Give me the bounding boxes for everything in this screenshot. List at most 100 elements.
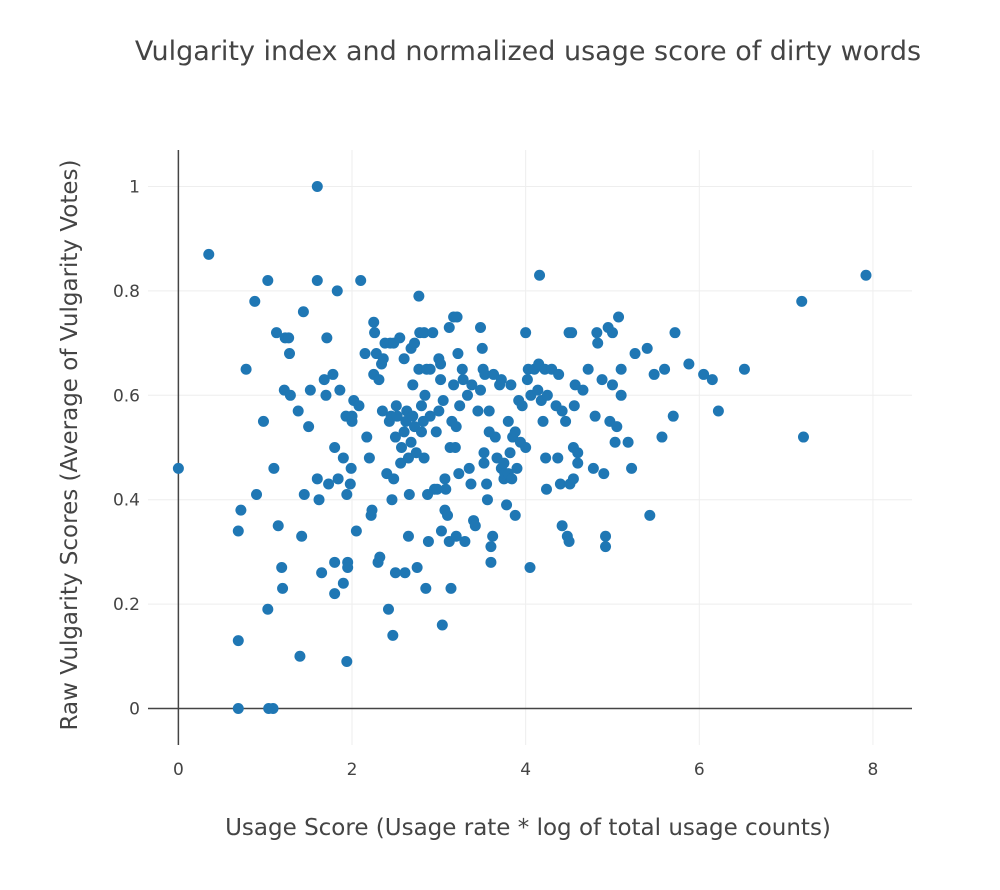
data-point <box>478 447 490 459</box>
data-point <box>337 577 349 589</box>
data-point <box>318 374 330 386</box>
data-point <box>520 327 532 339</box>
data-point <box>540 483 552 495</box>
data-point <box>294 650 306 662</box>
data-point <box>337 452 349 464</box>
data-point <box>329 442 341 453</box>
x-axis-title: Usage Score (Usage rate * log of total u… <box>225 815 831 841</box>
data-point <box>430 426 442 438</box>
data-point <box>418 327 430 339</box>
data-point <box>481 494 493 506</box>
data-point <box>172 462 184 474</box>
data-point <box>436 619 448 631</box>
data-point <box>396 442 408 453</box>
data-point <box>516 400 528 412</box>
data-point <box>313 494 325 506</box>
data-point <box>454 400 466 412</box>
data-point <box>433 405 445 417</box>
chart-title: Vulgarity index and normalized usage sco… <box>135 36 921 67</box>
data-point <box>304 384 316 396</box>
data-point <box>606 327 618 339</box>
data-point <box>592 337 604 349</box>
data-point <box>411 562 423 574</box>
data-point <box>297 306 309 318</box>
data-point <box>596 374 608 386</box>
data-point <box>341 655 353 667</box>
data-point <box>504 447 516 459</box>
data-point <box>353 400 365 412</box>
data-point <box>738 363 750 375</box>
data-point <box>373 374 385 386</box>
data-point <box>420 582 432 594</box>
data-point <box>203 248 215 260</box>
data-point <box>376 405 388 417</box>
data-point <box>344 478 356 490</box>
grid-lines <box>148 150 912 745</box>
data-point <box>566 327 578 339</box>
data-point <box>644 509 656 521</box>
data-point <box>366 504 378 516</box>
data-point <box>577 384 589 396</box>
data-point <box>451 311 463 323</box>
data-point <box>553 368 565 380</box>
data-point <box>415 426 427 438</box>
data-point <box>403 488 415 500</box>
data-point <box>345 462 357 474</box>
data-point <box>461 389 473 401</box>
data-point <box>796 295 808 307</box>
data-point <box>860 269 872 281</box>
data-point <box>427 327 439 339</box>
data-point <box>445 582 457 594</box>
y-tick-label: 0.8 <box>113 282 140 302</box>
data-point <box>422 535 434 547</box>
data-point <box>540 452 552 464</box>
data-point <box>267 702 279 714</box>
data-point <box>459 535 471 547</box>
data-point <box>386 494 398 506</box>
data-point <box>472 405 484 417</box>
data-point <box>465 478 477 490</box>
data-point <box>431 483 443 495</box>
data-point <box>567 473 579 485</box>
data-point <box>316 567 328 579</box>
data-point <box>405 436 417 448</box>
data-point <box>569 379 581 391</box>
data-point <box>656 431 668 443</box>
data-point <box>552 452 564 464</box>
data-point <box>369 327 381 339</box>
data-point <box>389 567 401 579</box>
data-point <box>439 473 451 485</box>
data-point <box>501 499 513 511</box>
data-point <box>485 541 497 553</box>
data-point <box>520 442 532 453</box>
data-point <box>355 274 367 286</box>
data-point <box>346 410 358 422</box>
data-point <box>582 363 594 375</box>
y-tick-label: 0.2 <box>113 595 140 615</box>
data-point <box>587 462 599 474</box>
data-point <box>407 410 419 422</box>
data-point <box>342 562 354 574</box>
x-tick-label: 0 <box>173 760 184 780</box>
data-point <box>485 556 497 568</box>
data-point <box>463 462 475 474</box>
data-point <box>361 431 373 443</box>
data-point <box>600 541 612 553</box>
y-axis-title: Raw Vulgarity Scores (Average of Vulgari… <box>57 159 83 730</box>
data-point <box>387 629 399 641</box>
data-point <box>334 384 346 396</box>
data-point <box>402 452 414 464</box>
data-point <box>450 421 462 433</box>
data-point <box>556 405 568 417</box>
data-point <box>398 426 410 438</box>
data-point <box>407 379 419 391</box>
data-point <box>284 348 296 360</box>
data-point <box>277 582 289 594</box>
data-point <box>235 504 247 516</box>
data-point <box>398 353 410 365</box>
data-point <box>283 332 295 344</box>
data-point <box>505 379 517 391</box>
data-point <box>284 389 296 401</box>
data-point <box>622 436 634 448</box>
